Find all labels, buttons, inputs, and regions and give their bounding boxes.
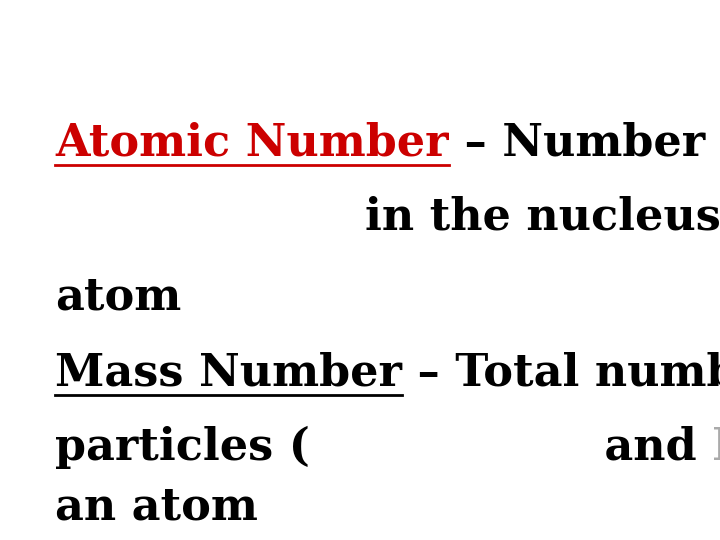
Text: Neutrons: Neutrons: [712, 426, 720, 469]
Text: Mass Number: Mass Number: [55, 351, 402, 394]
Text: – Number of: – Number of: [449, 121, 720, 164]
Text: particles (                   and: particles ( and: [55, 426, 712, 469]
Text: in the nucleus of an: in the nucleus of an: [55, 196, 720, 239]
Text: – Total number of: – Total number of: [402, 351, 720, 394]
Text: an atom: an atom: [55, 486, 258, 529]
Text: atom: atom: [55, 276, 181, 319]
Text: Atomic Number: Atomic Number: [55, 121, 449, 164]
